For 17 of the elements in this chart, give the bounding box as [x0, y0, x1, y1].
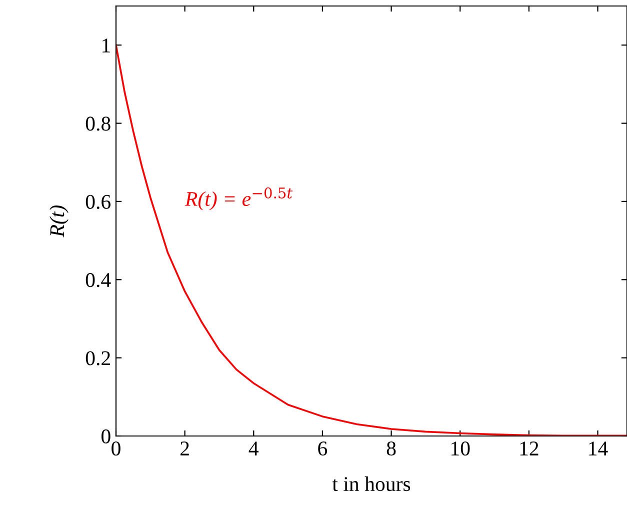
x-tick-label: 14 — [589, 442, 608, 456]
y-tick-label: 0.8 — [86, 116, 110, 131]
x-tick-label: 2 — [180, 442, 189, 456]
x-tick-label: 0 — [112, 441, 120, 456]
y-tick-label: 0 — [102, 429, 110, 444]
annotation: R(t) = e$^{−0.5t}$ — [184, 187, 293, 210]
x-tick-label: 12 — [520, 442, 538, 456]
y-tick-label: 0.4 — [86, 273, 111, 288]
y-tick-label: 1 — [102, 38, 110, 52]
x-tick-label: 10 — [452, 441, 470, 456]
x-axis-title: t in hours — [332, 476, 410, 492]
x-tick-label: 8 — [386, 441, 396, 456]
y-axis-title: R(t) — [50, 205, 68, 238]
y-tick-label: 0.2 — [86, 351, 110, 366]
x-tick-label: 4 — [248, 442, 259, 456]
y-tick-label: 0.6 — [86, 194, 111, 209]
x-tick-label: 6 — [318, 442, 328, 456]
